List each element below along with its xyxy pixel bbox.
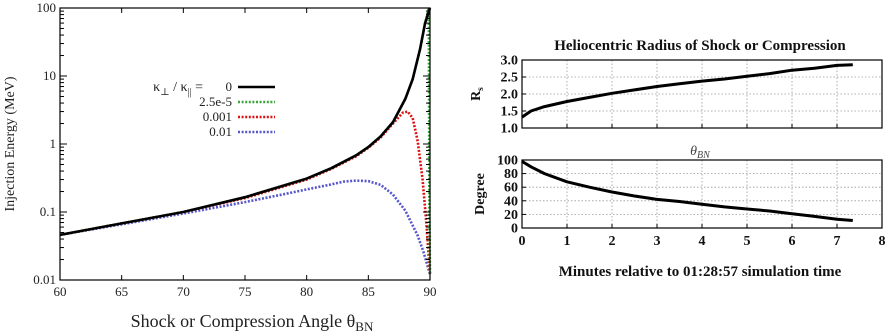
theta-chart-title: θBN [690,144,711,161]
R2-x-tick-label: 7 [834,234,841,249]
left-x-tick-label: 85 [362,284,375,299]
left-y-tick-label: 0.1 [40,204,56,219]
R1-y-tick-label: 2.0 [501,88,519,103]
left-y-tick-label: 100 [37,0,57,15]
radius-chart: Heliocentric Radius of Shock or Compress… [469,38,883,137]
R2-x-tick-label: 2 [609,234,616,249]
left-x-tick-label: 90 [424,284,437,299]
R2-y-tick-label: 40 [504,194,518,209]
R2-x-tick-label: 4 [699,234,706,249]
legend-title: κ⊥ / κ|| = [153,80,203,98]
R2-x-tick-label: 6 [789,234,796,249]
left-x-axis-label: Shock or Compression Angle θBN [131,311,374,332]
legend-label-0.001: 0.001 [203,109,232,124]
theta-x-axis-label: Minutes relative to 01:28:57 simulation … [559,264,842,280]
R2-x-tick-label: 3 [654,234,661,249]
left-y-tick-label: 10 [43,68,56,83]
series-line-0 [59,7,432,237]
legend-label-0.01: 0.01 [209,124,232,139]
left-y-axis-label: Injection Energy (MeV) [3,76,18,211]
R2-x-tick-label: 0 [519,234,526,249]
R2-y-tick-label: 20 [504,208,518,223]
left-plot-frame [59,7,431,281]
R2-y-tick-label: 0 [511,222,518,237]
theta-y-axis-label: Degree [473,173,488,215]
R1-y-tick-label: 1.5 [501,105,519,120]
left-x-tick-label: 80 [300,284,313,299]
left-x-tick-label: 75 [239,284,252,299]
R1-y-tick-label: 2.5 [501,71,519,86]
left-x-tick-label: 70 [177,284,190,299]
radius-y-axis-label: Rs [469,87,485,101]
R2-series-line [521,160,853,222]
left-x-tick-label: 65 [115,284,128,299]
series-line-0.001 [59,110,432,275]
R2-x-tick-label: 5 [744,234,751,249]
legend-label-0: 0 [226,79,233,94]
injection-energy-chart: 60 65 70 75 80 85 90 0.01 0.1 1 10 100 Injection En… [3,0,437,332]
series-line-0.01 [59,179,432,275]
R2-x-tick-label: 8 [879,234,886,249]
R1-y-tick-label: 3.0 [501,54,519,69]
left-x-tick-label: 60 [54,284,67,299]
left-y-tick-label: 1 [50,136,57,151]
R1-series-line [521,63,853,119]
R2-x-tick-label: 1 [564,234,571,249]
left-y-tick-label: 0.01 [33,272,56,287]
radius-chart-title: Heliocentric Radius of Shock or Compress… [554,38,846,54]
R1-y-tick-label: 1.0 [501,122,519,137]
R2-y-tick-label: 100 [497,154,518,169]
R2-y-tick-label: 60 [504,181,518,196]
R2-y-tick-label: 80 [504,167,518,182]
legend-label-2.5e-5: 2.5e-5 [199,94,232,109]
